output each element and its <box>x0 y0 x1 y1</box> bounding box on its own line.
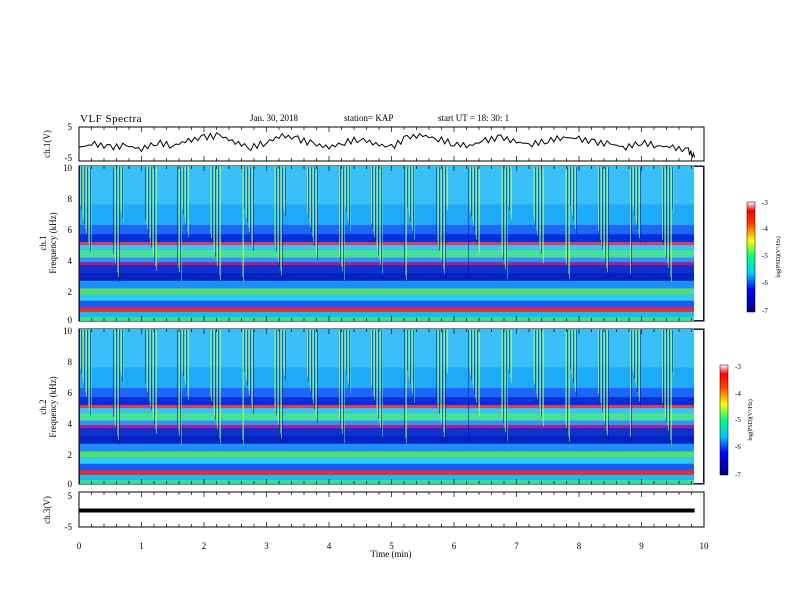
ch1-ylabel: ch.1(V) <box>42 130 52 158</box>
ch3-ytick-bottom: -5 <box>65 522 73 532</box>
ch2-cb-tick-6: -6 <box>735 443 741 451</box>
ch2-ytick-0: 0 <box>68 479 73 489</box>
ch1-ytick-4: 4 <box>68 256 73 266</box>
ch2-ytick-2: 2 <box>68 450 73 460</box>
x-tick-label: 0 <box>77 541 82 551</box>
ch3-ylabel: ch.3(V) <box>42 496 52 524</box>
date-label: Jan. 30, 2018 <box>250 113 298 123</box>
ch3-voltage-panel: 5 -5 ch.3(V) 0 1 2 3 4 5 6 7 8 9 10 Time (min) <box>42 491 709 559</box>
ch1-ytick-bottom: -5 <box>65 153 73 163</box>
ch1-ytick-0: 0 <box>68 315 73 325</box>
ch2-ytick-8: 8 <box>68 357 73 367</box>
ch1-cb-tick-7: -7 <box>762 307 768 315</box>
x-tick-label: 1 <box>139 541 144 551</box>
x-tick-label: 3 <box>264 541 269 551</box>
x-tick-label: 6 <box>452 541 457 551</box>
x-tick-label: 5 <box>389 541 394 551</box>
ch1-cb-tick-5: -5 <box>762 252 768 260</box>
x-tick-label: 7 <box>514 541 519 551</box>
ch2-spectrogram-panel: 0 2 4 6 8 10 ch.2 Frequency (kHz) -3 -4 … <box>38 326 754 489</box>
ch2-cb-tick-7: -7 <box>735 471 741 479</box>
chart-title: VLF Spectra <box>80 113 143 125</box>
ch2-colorbar <box>719 364 729 476</box>
ch2-cb-label: log(PSD)(V²/Hz) <box>747 399 754 440</box>
ch1-cb-label: log(PSD)(V²/Hz) <box>775 236 782 277</box>
ch1-spectrogram-bands <box>80 166 703 321</box>
ch2-ytick-4: 4 <box>68 419 73 429</box>
ch2-ytick-10: 10 <box>63 326 73 336</box>
x-tick-label: 8 <box>577 541 582 551</box>
station-label: station= KAP <box>344 113 394 123</box>
ch1-freq-ylabel: Frequency (kHz) <box>48 212 58 273</box>
ch1-ytick-6: 6 <box>68 225 73 235</box>
ch1-colorbar <box>746 201 756 313</box>
x-tick-label: 10 <box>700 541 710 551</box>
ch2-ytick-6: 6 <box>68 388 73 398</box>
ch1-cb-tick-3: -3 <box>762 199 768 207</box>
ch1-ytick-8: 8 <box>68 194 73 204</box>
ch3-ytick-top: 5 <box>68 491 73 501</box>
ch2-spectrogram-bands <box>80 329 703 484</box>
ch2-freq-ylabel: Frequency (kHz) <box>48 376 58 437</box>
ch1-voltage-panel: 5 -5 ch.1(V) <box>42 122 705 163</box>
start-time-label: start UT = 18: 30: 1 <box>438 113 510 123</box>
ch1-cb-tick-4: -4 <box>762 225 768 233</box>
ch1-series-line <box>78 132 696 158</box>
ch2-cb-tick-5: -5 <box>735 416 741 424</box>
ch1-spectrogram-panel: 0 2 4 6 8 10 ch.1 Frequency (kHz) -3 -4 … <box>38 163 782 325</box>
ch1-ytick-top: 5 <box>68 122 73 132</box>
ch1-ytick-2: 2 <box>68 287 73 297</box>
x-tick-label: 9 <box>639 541 644 551</box>
ch2-cb-tick-4: -4 <box>735 390 741 398</box>
ch1-cb-tick-6: -6 <box>762 279 768 287</box>
x-tick-label: 2 <box>202 541 207 551</box>
ch2-panel-label: ch.2 <box>38 399 48 414</box>
x-tick-label: 4 <box>327 541 332 551</box>
x-axis-label: Time (min) <box>371 549 412 559</box>
ch1-panel-label: ch.1 <box>38 235 48 250</box>
ch2-cb-tick-3: -3 <box>735 363 741 371</box>
ch1-ytick-10: 10 <box>63 163 73 173</box>
